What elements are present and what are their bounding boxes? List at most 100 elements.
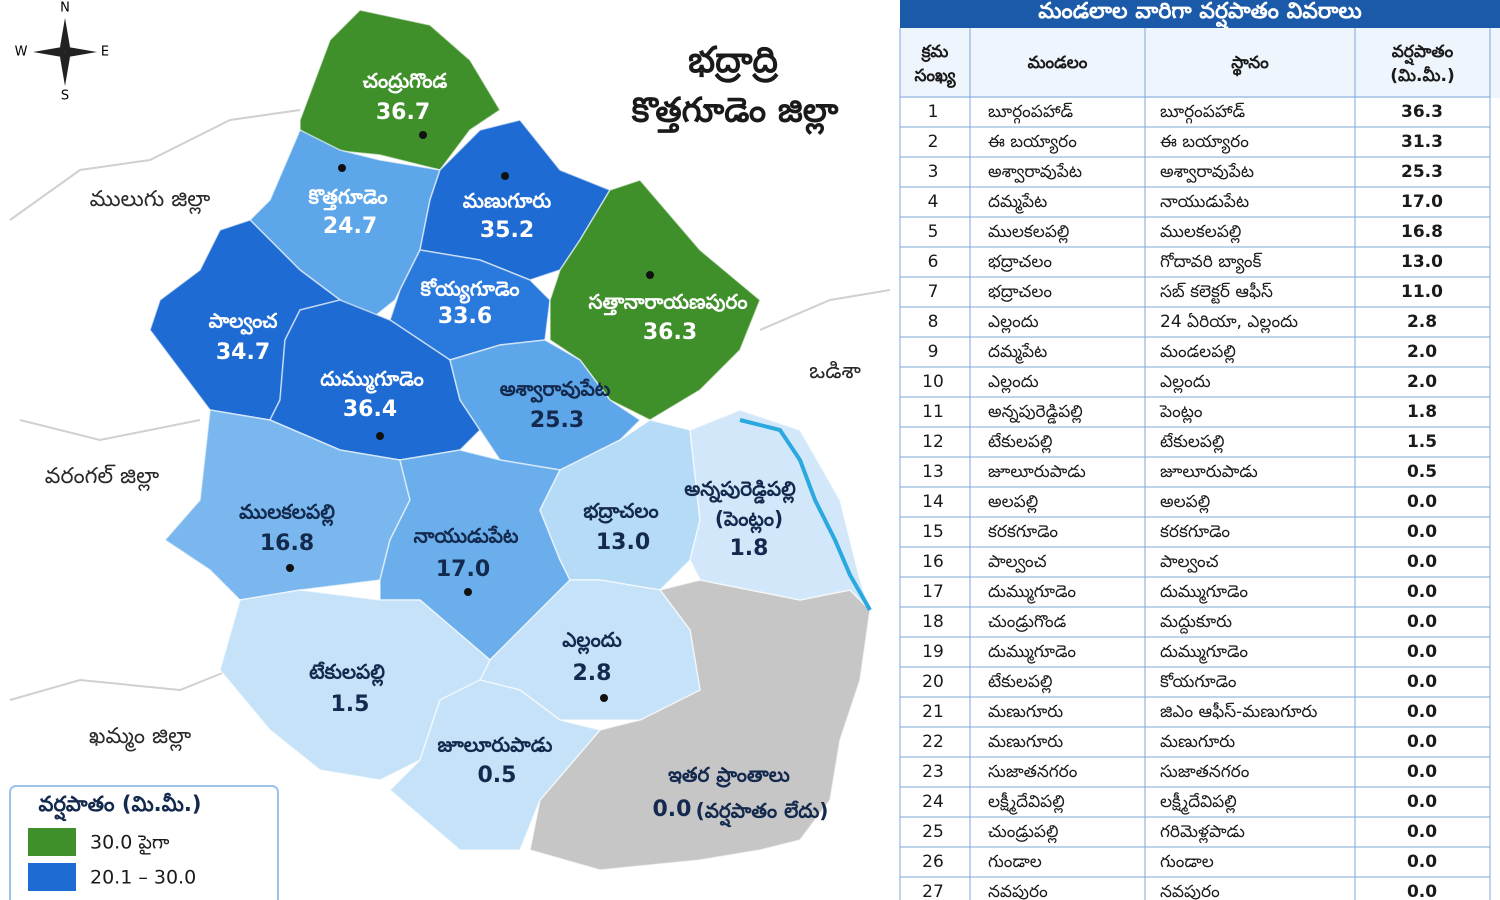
table-cell: 0.0 [1407,612,1437,632]
table-cell: 18 [922,612,944,632]
table-cell: 23 [922,762,944,782]
table: క్రమ సంఖ్యమండలం స్థానంవర్షపాతం (మి.మీ.)1 బూర… [899,28,1491,900]
table-cell: లక్ష్మీదేవిపల్లి [1160,792,1237,815]
table-cell: సుజాతనగరం [1160,762,1250,782]
table-cell: 11.0 [1401,282,1443,302]
mandal-name: ఎల్లందు [562,628,622,655]
table-cell: 21 [922,702,944,722]
neighbor-label: ఖమ్మం జిల్లా [89,724,191,752]
table-cell: 0.0 [1407,762,1437,782]
mandal-value: 17.0 [436,557,490,582]
mandal-value: 36.7 [376,100,430,125]
table-cell: 1.8 [1407,402,1437,422]
mandal-value: 24.7 [323,214,377,239]
table-cell: మద్దుకూరు [1160,612,1232,634]
table-cell: 0.0 [1407,822,1437,842]
legend-box [9,785,279,900]
table-cell: 9 [928,342,939,362]
mandal-dot [600,694,608,702]
table-cell: 0.0 [1407,582,1437,602]
table-cell: అశ్వారావుపేట [988,162,1082,183]
mandal-regions [149,9,871,871]
map-title: భద్రాద్రి [688,40,779,83]
table-header-bg [900,28,1500,98]
compass-n: N [60,1,70,16]
mandal-value: 16.8 [260,531,314,556]
table-cell: 3 [928,162,939,182]
table-cell: 10 [922,372,944,392]
table-cell: దమ్మపేట [988,192,1047,214]
other-name: ఇతర ప్రాంతాలు [668,763,790,789]
table-cell: 4 [928,192,939,212]
table-cell: టేకులపల్లి [988,672,1052,694]
legend-swatch [28,863,76,891]
table-cell: 25 [922,822,944,842]
mandal-name: చంద్రుగొండ [363,69,448,95]
table-cell: 1 [928,102,939,122]
table-cell: 0.0 [1407,522,1437,542]
mandal-value: 34.7 [216,340,270,365]
table-cell: 27 [922,882,944,900]
river [739,418,872,611]
table-cell: మణుగూరు [988,702,1063,722]
neighbor-label: ఒడిశా [809,359,861,384]
table-cell: అశ్వారావుపేట [1160,162,1254,183]
table-cell: దుమ్ముగూడెం [988,582,1076,604]
table-cell: 0.0 [1407,672,1437,692]
table-cell: భద్రాచలం [988,252,1052,272]
compass [33,18,97,86]
table-cell: సబ్ కలెక్టర్ ఆఫీస్ [1160,282,1273,304]
table-cell: 0.0 [1407,852,1437,872]
mandal-value: 33.6 [438,304,492,329]
mandal-dot [464,588,472,596]
table-cell: దుమ్ముగూడెం [1160,582,1248,604]
neighbor-borders [9,109,891,701]
table-cell: 0.5 [1407,462,1437,482]
table-cell: గోదావరి బ్యాంక్ [1160,252,1263,274]
map-title: కొత్తగూడెం జిల్లా [631,91,839,136]
table-cell: 6 [928,252,939,272]
map-labels: ములుగు జిల్లా వరంగల్ జిల్లా ఖమ్మం జిల్లా ఒడ… [45,69,862,828]
table-header: క్రమ సంఖ్య [915,42,957,88]
mandal-name: నాయుడుపేట [414,524,519,548]
table-cell: 14 [922,492,944,512]
table-cell: 2 [928,132,939,152]
table-cell: 2.8 [1407,312,1437,332]
mandal-dot [338,164,346,172]
table-cell: 16 [922,552,944,572]
table-cell: 36.3 [1401,102,1443,122]
table-cell: కరకగూడెం [1160,522,1230,542]
table-cell: అన్నపురెడ్డిపల్లి [988,402,1083,424]
table-cell: 2.0 [1407,342,1437,362]
table-cell: 22 [922,732,944,752]
table-cell: మణుగూరు [988,732,1063,752]
table-cell: 1.5 [1407,432,1437,452]
mandal-name: అన్నపురెడ్డిపల్లి [684,477,796,505]
table-cell: గరిమెళ్లపాడు [1160,822,1245,844]
table-cell: మణుగూరు [1160,732,1235,752]
table-cell: అలపల్లి [1160,492,1210,514]
mandal-dot [286,564,294,572]
table-cell: భద్రాచలం [988,282,1052,302]
table-cell: కోయగూడెం [1160,672,1237,692]
table-cell: ఈ బయ్యారం [1160,132,1249,154]
table-cell: ములకలపల్లి [1160,222,1241,244]
table-cell: నవపురం [988,882,1048,900]
mandal-dot [376,432,384,440]
table-cell: 25.3 [1401,162,1443,182]
mandal-name: భద్రాచలం [583,499,658,525]
table-cell: 16.8 [1401,222,1443,242]
legend-swatch [28,828,76,856]
table-cell: 0.0 [1407,492,1437,512]
table-cell: దమ్మపేట [988,342,1047,364]
table-cell: ములకలపల్లి [988,222,1069,244]
table-cell: టేకులపల్లి [1160,432,1224,454]
table-cell: పెంట్లం [1159,402,1203,424]
table-cell: లక్ష్మీదేవిపల్లి [988,792,1065,815]
table-cell: ఎల్లందు [988,372,1039,394]
table-cell: 7 [928,282,939,302]
table-cell: 12 [922,432,944,452]
table-cell: ఎల్లందు [1160,372,1211,394]
table-cell: 20 [922,672,944,692]
table-cell: పాల్వంచ [1160,552,1219,573]
